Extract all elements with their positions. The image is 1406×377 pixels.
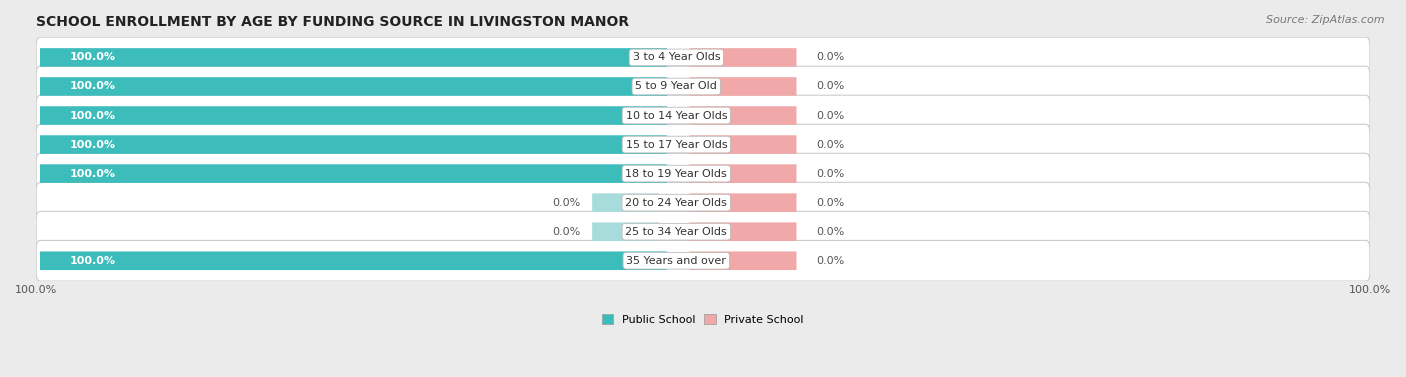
FancyBboxPatch shape [37, 153, 1369, 194]
Legend: Public School, Private School: Public School, Private School [598, 310, 808, 329]
Text: 0.0%: 0.0% [817, 52, 845, 63]
FancyBboxPatch shape [37, 95, 1369, 136]
FancyBboxPatch shape [37, 241, 1369, 281]
Text: 25 to 34 Year Olds: 25 to 34 Year Olds [626, 227, 727, 237]
FancyBboxPatch shape [689, 135, 796, 154]
FancyBboxPatch shape [39, 164, 666, 183]
FancyBboxPatch shape [37, 37, 1369, 78]
Text: 100.0%: 100.0% [69, 169, 115, 179]
FancyBboxPatch shape [39, 48, 666, 67]
Text: 0.0%: 0.0% [817, 227, 845, 237]
Text: 100.0%: 100.0% [69, 256, 115, 266]
FancyBboxPatch shape [39, 251, 666, 270]
FancyBboxPatch shape [592, 193, 659, 212]
Text: 3 to 4 Year Olds: 3 to 4 Year Olds [633, 52, 720, 63]
FancyBboxPatch shape [689, 193, 796, 212]
Text: 0.0%: 0.0% [553, 198, 581, 208]
FancyBboxPatch shape [39, 106, 666, 125]
Text: 20 to 24 Year Olds: 20 to 24 Year Olds [626, 198, 727, 208]
Text: 100.0%: 100.0% [69, 139, 115, 150]
Text: 5 to 9 Year Old: 5 to 9 Year Old [636, 81, 717, 92]
Text: SCHOOL ENROLLMENT BY AGE BY FUNDING SOURCE IN LIVINGSTON MANOR: SCHOOL ENROLLMENT BY AGE BY FUNDING SOUR… [37, 15, 630, 29]
Text: 100.0%: 100.0% [69, 52, 115, 63]
FancyBboxPatch shape [689, 222, 796, 241]
FancyBboxPatch shape [37, 182, 1369, 223]
Text: 0.0%: 0.0% [553, 227, 581, 237]
FancyBboxPatch shape [39, 135, 666, 154]
FancyBboxPatch shape [689, 251, 796, 270]
FancyBboxPatch shape [37, 124, 1369, 165]
FancyBboxPatch shape [37, 66, 1369, 107]
Text: 35 Years and over: 35 Years and over [627, 256, 727, 266]
Text: 100.0%: 100.0% [69, 110, 115, 121]
FancyBboxPatch shape [689, 77, 796, 96]
Text: 18 to 19 Year Olds: 18 to 19 Year Olds [626, 169, 727, 179]
Text: 15 to 17 Year Olds: 15 to 17 Year Olds [626, 139, 727, 150]
Text: 0.0%: 0.0% [817, 81, 845, 92]
Text: 0.0%: 0.0% [817, 139, 845, 150]
Text: 0.0%: 0.0% [817, 169, 845, 179]
FancyBboxPatch shape [689, 48, 796, 67]
Text: 100.0%: 100.0% [69, 81, 115, 92]
FancyBboxPatch shape [37, 211, 1369, 252]
Text: 0.0%: 0.0% [817, 198, 845, 208]
Text: 0.0%: 0.0% [817, 256, 845, 266]
FancyBboxPatch shape [689, 106, 796, 125]
FancyBboxPatch shape [689, 164, 796, 183]
Text: 0.0%: 0.0% [817, 110, 845, 121]
Text: Source: ZipAtlas.com: Source: ZipAtlas.com [1267, 15, 1385, 25]
FancyBboxPatch shape [592, 222, 659, 241]
FancyBboxPatch shape [39, 77, 666, 96]
Text: 10 to 14 Year Olds: 10 to 14 Year Olds [626, 110, 727, 121]
